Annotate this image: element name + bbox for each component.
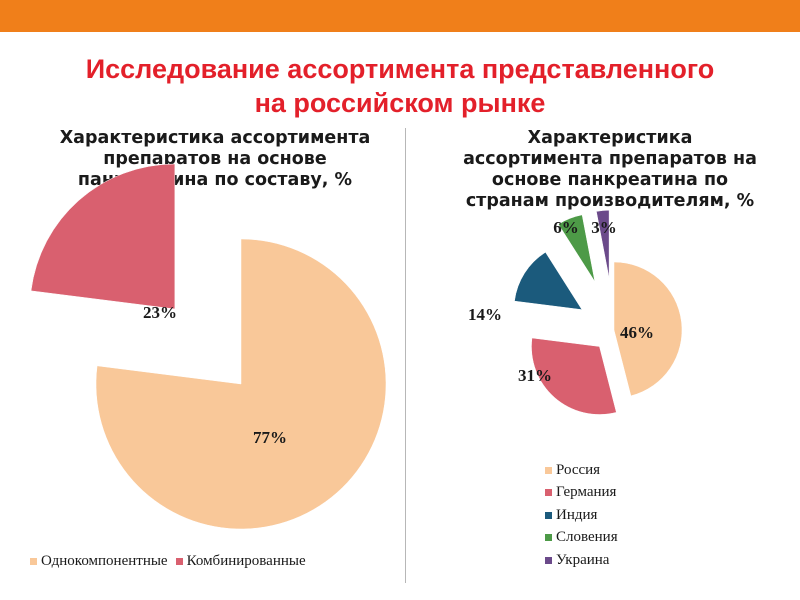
legend-swatch bbox=[545, 511, 552, 519]
legend-item-slovenia: Словения bbox=[545, 527, 745, 550]
pie-slice-словения bbox=[558, 214, 596, 282]
pie-slice-однокомпонентные bbox=[95, 238, 387, 530]
left-chart-title-line-1: Характеристика ассортимента bbox=[59, 128, 371, 148]
data-label-однокомпонентные: 77% bbox=[253, 428, 287, 447]
legend-item-germany: Германия bbox=[545, 482, 745, 505]
right-chart-title-line-3: основе панкреатина по bbox=[491, 170, 729, 190]
legend-label: Германия bbox=[556, 484, 617, 501]
legend-item-single-component: Однокомпонентные bbox=[30, 553, 168, 570]
data-label-комбинированные: 23% bbox=[143, 303, 177, 322]
legend-swatch bbox=[545, 534, 552, 542]
legend-label: Россия bbox=[556, 461, 601, 478]
data-label-словения: 6% bbox=[553, 218, 579, 237]
pie-slice-россия bbox=[613, 261, 683, 397]
right-chart-title: Характеристика ассортимента препаратов н… bbox=[425, 128, 795, 212]
data-label-германия: 31% bbox=[518, 366, 552, 385]
right-chart-title-line-4: странам производителям, % bbox=[465, 191, 755, 211]
legend-label: Комбинированные bbox=[186, 553, 306, 569]
data-label-украина: 3% bbox=[591, 218, 617, 237]
legend-label: Словения bbox=[556, 529, 618, 546]
legend-swatch bbox=[545, 466, 552, 474]
pie-slice-германия bbox=[531, 337, 617, 415]
pie-slice-комбинированные bbox=[30, 163, 176, 310]
pie-slice-индия bbox=[514, 251, 583, 310]
data-label-индия: 14% bbox=[468, 305, 502, 324]
composition-legend: Однокомпонентные Комбинированные bbox=[30, 553, 405, 570]
slide-title-line-2: на российском рынке bbox=[254, 88, 546, 118]
left-chart-title-line-2: препаратов на основе bbox=[103, 149, 327, 169]
legend-swatch bbox=[545, 489, 552, 497]
legend-swatch bbox=[545, 556, 552, 564]
legend-swatch bbox=[30, 558, 37, 565]
country-legend: Россия Германия Индия Словения Украина bbox=[545, 459, 745, 572]
top-accent-bar bbox=[0, 0, 800, 32]
legend-item-ukraine: Украина bbox=[545, 549, 745, 572]
legend-item-russia: Россия bbox=[545, 459, 745, 482]
slide-title: Исследование ассортимента представленног… bbox=[0, 52, 800, 120]
right-chart-title-line-1: Характеристика bbox=[527, 128, 693, 148]
legend-swatch bbox=[175, 558, 183, 565]
slide-title-line-1: Исследование ассортимента представленног… bbox=[85, 54, 715, 84]
legend-item-india: Индия bbox=[545, 504, 745, 527]
legend-label: Индия bbox=[556, 506, 598, 523]
pie-slice-украина bbox=[596, 209, 610, 279]
legend-label: Однокомпонентные bbox=[41, 553, 168, 569]
right-chart-title-line-2: ассортимента препаратов на bbox=[463, 149, 757, 169]
legend-item-combined: Комбинированные bbox=[175, 553, 306, 570]
data-label-россия: 46% bbox=[620, 323, 654, 342]
legend-label: Украина bbox=[556, 551, 610, 568]
chart-divider bbox=[405, 128, 406, 583]
